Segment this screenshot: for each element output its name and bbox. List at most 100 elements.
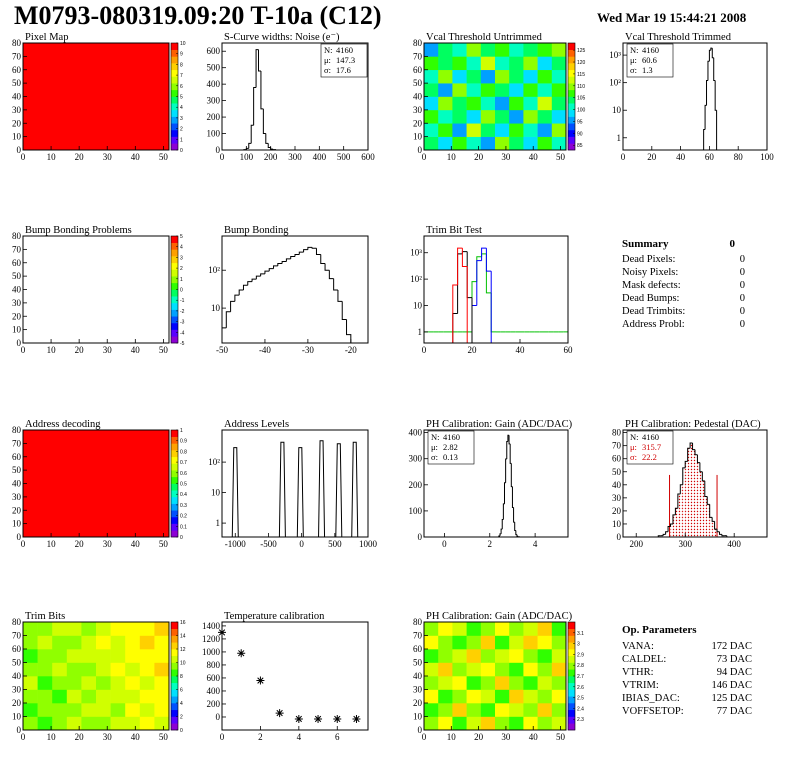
heatmap-cell bbox=[438, 622, 453, 636]
x-tick-label: 0 bbox=[21, 539, 26, 549]
histogram-bin bbox=[273, 265, 278, 269]
histogram-fill bbox=[697, 462, 700, 537]
x-tick-label: 100 bbox=[760, 152, 774, 162]
histogram-bin bbox=[250, 124, 254, 144]
colorbar-step bbox=[568, 703, 575, 711]
heatmap-cell bbox=[509, 96, 524, 111]
heatmap-cell bbox=[438, 703, 453, 717]
heatmap-cell bbox=[438, 676, 453, 690]
histogram-fill bbox=[670, 523, 673, 537]
heatmap-cell bbox=[139, 689, 155, 704]
stats-label: N: bbox=[431, 432, 440, 442]
y-tick-label: 80 bbox=[612, 428, 622, 438]
histogram-bin bbox=[689, 442, 693, 449]
x-tick-label: 30 bbox=[103, 732, 113, 742]
x-tick-label: 0 bbox=[220, 152, 225, 162]
colorbar-step bbox=[171, 622, 178, 630]
colorbar-step bbox=[171, 703, 178, 711]
colorbar-tick-label: 0.5 bbox=[180, 482, 187, 488]
x-tick-label: 20 bbox=[474, 152, 484, 162]
y-tick-label: 30 bbox=[413, 685, 423, 695]
heatmap-cell bbox=[66, 635, 82, 650]
stats-box bbox=[427, 430, 475, 465]
colorbar-tick-label: 2.6 bbox=[577, 685, 584, 691]
heatmap-cell bbox=[154, 716, 170, 731]
histogram-bin bbox=[230, 300, 235, 312]
x-tick-label: 400 bbox=[313, 152, 327, 162]
y-tick-label: 30 bbox=[612, 493, 622, 503]
colorbar-step bbox=[568, 628, 575, 636]
heatmap-cell bbox=[23, 430, 170, 538]
colorbar-step bbox=[568, 655, 575, 663]
heatmap-cell bbox=[523, 43, 538, 57]
y-tick-label: 200 bbox=[409, 480, 423, 490]
y-tick-label: 50 bbox=[413, 78, 423, 88]
colorbar-step bbox=[171, 123, 178, 131]
heatmap-cell bbox=[495, 83, 510, 97]
panel-title: Bump Bonding Problems bbox=[25, 225, 132, 236]
x-tick-label: 0 bbox=[21, 732, 26, 742]
y-tick-label: 10³ bbox=[410, 248, 422, 258]
colorbar-step bbox=[171, 523, 178, 531]
histogram-bin bbox=[255, 275, 261, 280]
op-label: VANA: bbox=[622, 641, 654, 652]
y-tick-label: 30 bbox=[12, 685, 22, 695]
histogram-bin bbox=[242, 284, 248, 291]
x-tick-label: 10 bbox=[47, 152, 57, 162]
heatmap-cell bbox=[466, 56, 482, 71]
histogram-bin bbox=[341, 301, 347, 321]
colorbar-step bbox=[171, 443, 178, 451]
colorbar-step bbox=[171, 476, 178, 484]
heatmap-cell bbox=[523, 716, 538, 731]
heatmap-cell bbox=[480, 83, 496, 97]
x-tick-label: 4 bbox=[297, 732, 302, 742]
heatmap-cell bbox=[523, 56, 538, 71]
histogram-bin bbox=[667, 526, 671, 532]
heatmap-cell bbox=[452, 635, 467, 650]
colorbar-tick-label: 5 bbox=[180, 234, 183, 240]
histogram-bin bbox=[706, 79, 708, 106]
heatmap-cell bbox=[438, 109, 453, 124]
heatmap-cell bbox=[139, 703, 155, 717]
y-tick-label: 20 bbox=[12, 311, 22, 321]
heatmap-cell bbox=[23, 676, 38, 690]
heatmap-cell bbox=[509, 83, 524, 97]
heatmap-cell bbox=[480, 69, 496, 84]
y-tick-label: 70 bbox=[612, 441, 622, 451]
y-tick-label: 10 bbox=[211, 303, 221, 313]
heatmap-cell bbox=[438, 662, 453, 677]
colorbar-tick-label: 0.1 bbox=[180, 524, 187, 530]
colorbar-tick-label: 4 bbox=[180, 105, 183, 111]
heatmap-cell bbox=[23, 662, 38, 677]
histogram-fill bbox=[687, 448, 691, 537]
plot-area bbox=[222, 430, 368, 537]
x-tick-label: 0 bbox=[621, 152, 626, 162]
spike bbox=[278, 441, 286, 538]
colorbar-step bbox=[171, 89, 178, 97]
stats-label: μ: bbox=[431, 442, 438, 452]
heatmap-cell bbox=[551, 622, 567, 636]
colorbar-step bbox=[171, 269, 178, 277]
heatmap-cell bbox=[154, 689, 170, 704]
heatmap-cell bbox=[424, 662, 439, 677]
heatmap-cell bbox=[66, 662, 82, 677]
heatmap-cell bbox=[96, 703, 111, 717]
histogram-fill bbox=[714, 529, 718, 537]
scatter-point bbox=[314, 714, 323, 723]
heatmap-cell bbox=[537, 622, 553, 636]
colorbar-tick-label: 0.6 bbox=[180, 471, 187, 477]
histogram-bin bbox=[234, 294, 240, 302]
y-tick-label: 80 bbox=[12, 38, 22, 48]
y-tick-label: 200 bbox=[207, 699, 221, 709]
colorbar-tick-label: 8 bbox=[180, 62, 183, 68]
colorbar-step bbox=[171, 516, 178, 524]
heatmap-cell bbox=[495, 123, 510, 137]
scatter-point bbox=[352, 714, 361, 723]
heatmap-cell bbox=[523, 635, 538, 650]
histogram-bin bbox=[255, 49, 259, 88]
y-tick-label: 0 bbox=[216, 712, 221, 722]
y-tick-label: 200 bbox=[207, 112, 221, 122]
colorbar-step bbox=[171, 242, 178, 250]
heatmap-cell bbox=[154, 662, 170, 677]
colorbar-step bbox=[171, 276, 178, 284]
